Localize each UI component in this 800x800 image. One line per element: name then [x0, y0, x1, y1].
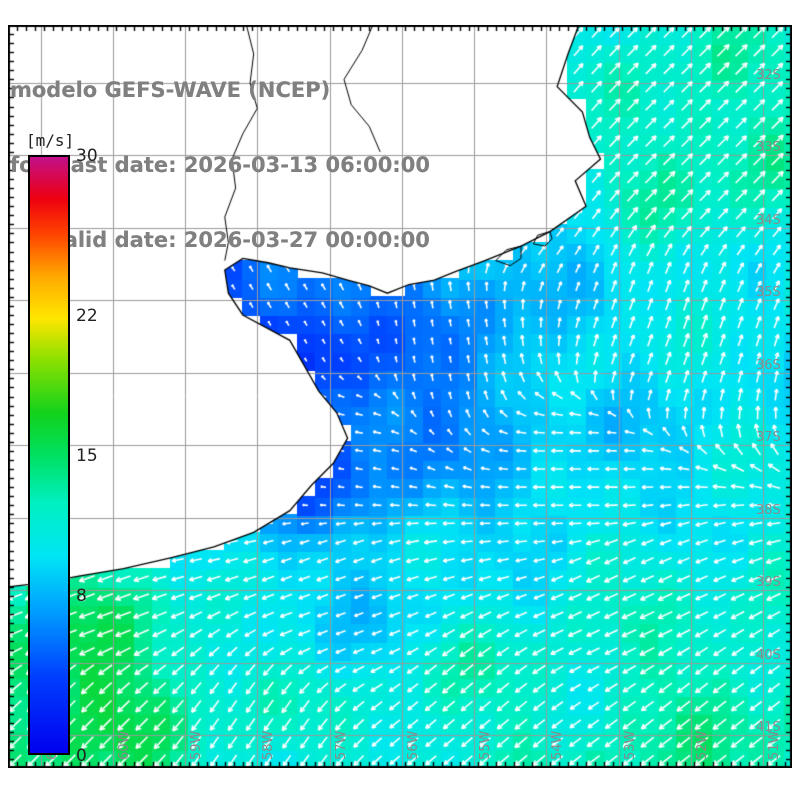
valid-date-title: valid date: 2026-03-27 00:00:00	[50, 228, 430, 252]
colorbar-unit-label: [m/s]	[26, 131, 75, 150]
model-title: modelo GEFS-WAVE (NCEP)	[10, 78, 331, 102]
colorbar-tick-15: 15	[76, 446, 98, 466]
colorbar-tick-0: 0	[76, 746, 87, 766]
colorbar-tick-8: 8	[76, 586, 87, 606]
lon-tick-label: 54W	[550, 730, 566, 760]
lon-tick-label: 51W	[767, 730, 783, 760]
colorbar-tick-22: 22	[76, 306, 98, 326]
lat-tick-label: 40S	[756, 647, 781, 663]
title-block: modelo GEFS-WAVE (NCEP) forecast date: 2…	[10, 28, 430, 303]
lat-tick-label: 32S	[756, 67, 781, 83]
lat-tick-label: 39S	[756, 575, 781, 591]
lon-tick-label: 53W	[622, 730, 638, 760]
lat-tick-label: 35S	[756, 285, 781, 301]
lon-tick-label: 57W	[333, 730, 349, 760]
lat-tick-label: 41S	[756, 720, 781, 736]
lat-tick-label: 38S	[756, 502, 781, 518]
lat-tick-label: 37S	[756, 430, 781, 446]
lon-tick-label: 59W	[189, 730, 205, 760]
lon-tick-label: 56W	[405, 730, 421, 760]
colorbar-gradient	[28, 155, 70, 755]
lat-tick-label: 33S	[756, 140, 781, 156]
map-plot-area[interactable]	[8, 25, 792, 768]
forecast-date-title: forecast date: 2026-03-13 06:00:00	[10, 153, 430, 177]
lon-tick-label: 52W	[694, 730, 710, 760]
lat-tick-label: 36S	[756, 357, 781, 373]
lon-tick-label: 58W	[261, 730, 277, 760]
colorbar-tick-30: 30	[76, 146, 98, 166]
lon-tick-label: 55W	[478, 730, 494, 760]
wind-field-canvas[interactable]	[8, 25, 792, 768]
lon-tick-label: 60W	[116, 730, 132, 760]
lat-tick-label: 34S	[756, 212, 781, 228]
